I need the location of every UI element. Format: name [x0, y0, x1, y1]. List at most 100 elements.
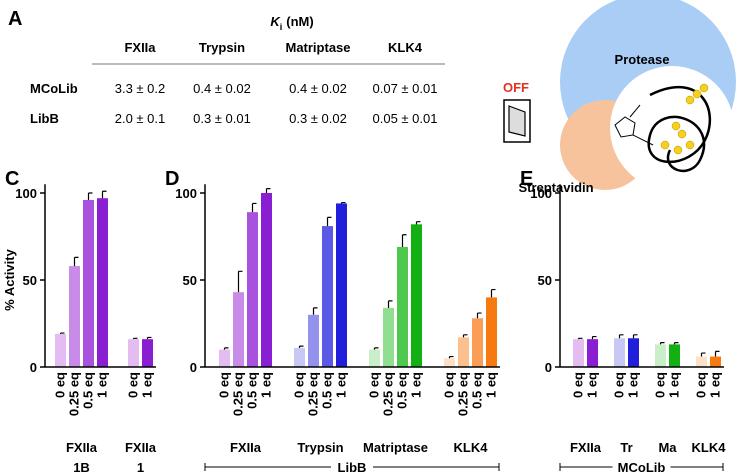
- bar: [97, 198, 108, 367]
- bar: [587, 339, 598, 367]
- binding-pocket: [610, 66, 734, 190]
- error-bar: [714, 350, 720, 357]
- x-tick-label: 1 eq: [259, 372, 274, 398]
- panel-letter: D: [165, 168, 179, 190]
- x-tick-label: 1 eq: [667, 372, 682, 398]
- group-label: FXIIa: [125, 440, 157, 455]
- x-tick-label: 0.25 eq: [456, 372, 471, 416]
- x-tick-label: 0.25 eq: [381, 372, 396, 416]
- error-bar: [490, 288, 496, 298]
- x-tick-label: 0 eq: [442, 372, 457, 398]
- error-bar: [312, 307, 318, 315]
- bar: [142, 339, 153, 367]
- x-tick-label: 1 eq: [626, 372, 641, 398]
- error-bar: [298, 345, 304, 348]
- bar: [710, 356, 721, 367]
- bar: [369, 349, 380, 367]
- switch-label: OFF: [503, 80, 529, 95]
- error-bar: [87, 192, 93, 200]
- protease-label: Protease: [615, 52, 670, 67]
- error-bar: [265, 188, 271, 193]
- x-tick-label: 0.25 eq: [67, 372, 82, 416]
- x-tick-label: 0 eq: [292, 372, 307, 398]
- group-label: FXIIa: [66, 440, 98, 455]
- y-axis-label: % Activity: [2, 248, 17, 310]
- group-label: Tr: [620, 440, 632, 455]
- bar: [486, 297, 497, 367]
- error-bar: [59, 332, 65, 334]
- error-bar: [591, 335, 597, 340]
- error-bar: [632, 334, 638, 339]
- x-tick-label: 0 eq: [217, 372, 232, 398]
- table-cell: 0.05 ± 0.01: [373, 111, 438, 126]
- peptide-chain: [647, 86, 712, 172]
- x-tick-label: 0.5 eq: [395, 372, 410, 409]
- y-tick-label: 0: [30, 360, 37, 375]
- y-tick-label: 50: [183, 273, 197, 288]
- group-label: FXIIa: [230, 440, 262, 455]
- x-tick-label: 1 eq: [708, 372, 723, 398]
- bar: [69, 266, 80, 367]
- error-bar: [373, 347, 379, 350]
- x-tick-label: 0 eq: [53, 372, 68, 398]
- group-label: KLK4: [454, 440, 489, 455]
- error-bar: [401, 234, 407, 247]
- group-label: Ma: [658, 440, 677, 455]
- error-bar: [476, 312, 482, 319]
- x-tick-label: 1 eq: [585, 372, 600, 398]
- y-tick-label: 0: [190, 360, 197, 375]
- bar: [294, 347, 305, 367]
- error-bar: [462, 334, 468, 338]
- title-subscript: i: [280, 22, 283, 32]
- bracket-label-bg: [612, 459, 671, 474]
- bar: [308, 314, 319, 367]
- linkers: [660, 83, 709, 155]
- group-label: Trypsin: [297, 440, 343, 455]
- bar: [128, 339, 139, 367]
- table-cell: 0.4 ± 0.02: [289, 81, 347, 96]
- bar: [397, 246, 408, 367]
- x-tick-label: 0.25 eq: [306, 372, 321, 416]
- bar: [55, 333, 66, 367]
- bar: [472, 318, 483, 367]
- error-bar: [132, 337, 138, 340]
- y-tick-label: 50: [538, 273, 552, 288]
- bar: [696, 356, 707, 367]
- column-header: FXIIa: [124, 40, 156, 55]
- bar: [322, 226, 333, 367]
- error-bar: [618, 334, 624, 339]
- group-label: FXIIa: [570, 440, 602, 455]
- switch-toggle: [508, 105, 526, 137]
- bar: [655, 344, 666, 367]
- x-tick-label: 1 eq: [409, 372, 424, 398]
- x-tick-label: 0 eq: [653, 372, 668, 398]
- error-bar: [223, 347, 229, 350]
- table-cell: 0.4 ± 0.02: [193, 81, 251, 96]
- streptavidin-label: Streptavidin: [518, 180, 593, 195]
- bar: [383, 307, 394, 367]
- error-bar: [415, 221, 421, 225]
- bar: [219, 349, 230, 367]
- bracket-label-bg: [331, 459, 373, 474]
- title-unit: (nM): [286, 14, 313, 29]
- table: FXIIa Trypsin Matriptase KLK4 MCoLib 3.3 ± 0.…: [30, 40, 437, 126]
- bar: [411, 224, 422, 367]
- x-tick-label: 0 eq: [694, 372, 709, 398]
- group-label: KLK4: [692, 440, 727, 455]
- bar: [458, 337, 469, 367]
- row-header: LibB: [30, 111, 59, 126]
- column-header: Trypsin: [199, 40, 245, 55]
- x-tick-label: 0.5 eq: [81, 372, 96, 409]
- x-tick-label: 0 eq: [571, 372, 586, 398]
- error-bar: [146, 336, 152, 340]
- x-tick-label: 1 eq: [140, 372, 155, 398]
- table-title: Ki (nM): [270, 14, 313, 32]
- group-sublabel: 1: [137, 460, 144, 474]
- error-bar: [577, 337, 583, 340]
- y-tick-label: 100: [530, 186, 552, 201]
- column-header: KLK4: [388, 40, 423, 55]
- error-bar: [387, 300, 393, 308]
- panel-letter: E: [520, 168, 533, 190]
- x-tick-label: 0 eq: [126, 372, 141, 398]
- table-cell: 3.3 ± 0.2: [115, 81, 166, 96]
